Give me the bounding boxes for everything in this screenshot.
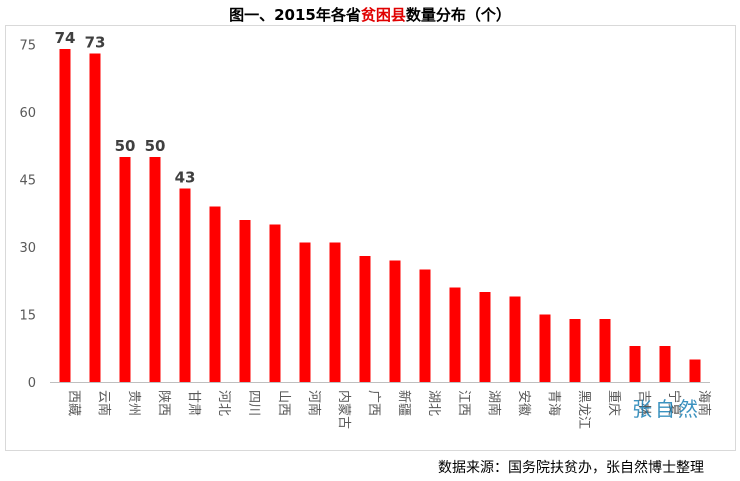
category-label: 河北 (216, 390, 231, 416)
bar (629, 346, 641, 382)
category-label: 宁夏 (666, 390, 682, 416)
data-label: 43 (175, 169, 196, 187)
category-label: 河南 (306, 390, 322, 416)
bar (119, 157, 131, 382)
category-label: 青海 (546, 390, 561, 416)
category-label: 云南 (96, 390, 112, 416)
data-label: 50 (115, 137, 136, 155)
bar (89, 53, 101, 382)
bar (689, 359, 701, 382)
category-label: 湖南 (486, 390, 502, 416)
y-tick-label: 0 (28, 376, 36, 391)
data-label: 73 (85, 34, 106, 52)
category-label: 新疆 (396, 390, 412, 416)
data-labels: 74 73 50 50 43 (55, 29, 196, 187)
y-tick-label: 15 (19, 309, 36, 324)
bar (509, 296, 521, 382)
y-tick-label: 75 (19, 39, 36, 54)
bar (209, 206, 221, 382)
bar (449, 287, 461, 382)
title-suffix: 数量分布（个） (405, 6, 511, 24)
category-label: 安徽 (516, 390, 531, 416)
bar (299, 242, 311, 382)
y-tick-label: 30 (19, 241, 36, 256)
y-tick-label: 60 (19, 106, 36, 121)
bar (569, 319, 581, 382)
source-note: 数据来源：国务院扶贫办，张自然博士整理 (438, 460, 704, 476)
bar (179, 188, 191, 382)
y-axis: 0 15 30 45 60 75 (19, 39, 36, 392)
category-label: 山西 (276, 390, 291, 416)
category-labels: 西藏 云南 贵州 陕西 甘肃 河北 四川 山西 河南 内蒙古 广西 新疆 湖北 江西 湖南 安徽 青海 黑龙江 重庆… (66, 390, 712, 429)
y-tick-label: 45 (19, 174, 36, 189)
category-label: 黑龙江 (576, 390, 591, 429)
chart-title: 图一、2015年各省贫困县数量分布（个） (0, 4, 740, 25)
category-label: 陕西 (156, 390, 171, 416)
title-prefix: 图一、2015年各省 (229, 6, 361, 24)
data-label: 50 (145, 137, 166, 155)
bar (659, 346, 671, 382)
category-label: 甘肃 (186, 390, 201, 416)
category-label: 江西 (456, 390, 471, 416)
bar (539, 314, 551, 382)
bars (59, 49, 701, 382)
title-highlight: 贫困县 (360, 6, 406, 24)
bar (389, 260, 401, 382)
category-label: 内蒙古 (336, 390, 352, 429)
category-label: 海南 (696, 390, 712, 416)
category-label: 湖北 (426, 390, 441, 416)
category-label: 重庆 (606, 390, 622, 416)
chart-frame (5, 25, 736, 451)
category-label: 四川 (246, 390, 261, 416)
bar (239, 220, 251, 382)
bar (59, 49, 71, 382)
watermark: 张自然 (632, 397, 701, 421)
bar (359, 256, 371, 382)
bar (269, 224, 281, 382)
bar (419, 269, 431, 382)
category-label: 贵州 (126, 390, 141, 416)
bar (479, 292, 491, 382)
bar (599, 319, 611, 382)
category-label: 吉林 (636, 390, 651, 416)
bar (149, 157, 161, 382)
bar (329, 242, 341, 382)
category-label: 广西 (366, 390, 381, 416)
category-label: 西藏 (66, 390, 81, 416)
data-label: 74 (55, 29, 76, 47)
